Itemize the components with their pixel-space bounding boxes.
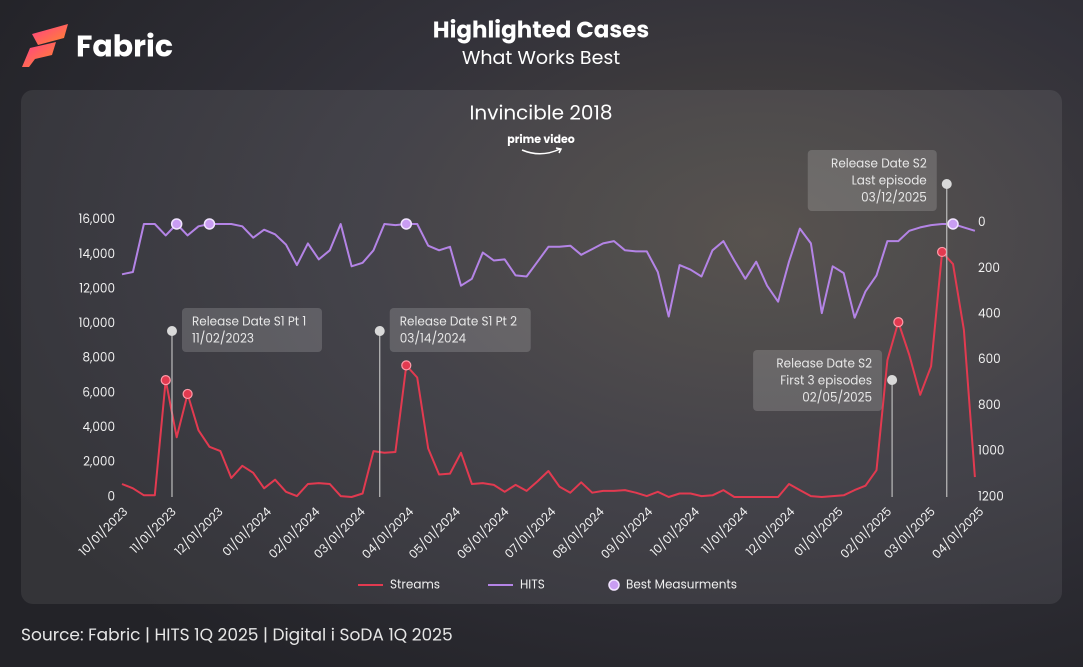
series-line xyxy=(121,251,976,498)
network-logo: prime video xyxy=(507,131,575,147)
annotation-text: Release Date S1 Pt 1 xyxy=(192,313,306,330)
logo-mark xyxy=(32,24,68,45)
legend-label: Streams xyxy=(390,576,440,593)
y-tick-label: 4,000 xyxy=(82,419,115,436)
annotation-box xyxy=(181,308,322,352)
annotation-text: First 3 episodes xyxy=(780,372,872,389)
annotation-dot xyxy=(887,375,898,385)
logo: Fabric xyxy=(22,24,173,67)
annotation-box xyxy=(389,308,531,352)
y2-tick-label: 600 xyxy=(978,351,1001,368)
legend-marker xyxy=(608,579,620,591)
brand: Fabric xyxy=(76,24,173,67)
y-tick-label: 14,000 xyxy=(79,246,115,263)
series-line xyxy=(121,223,976,319)
source: Source: Fabric | HITS 1Q 2025 | Digital … xyxy=(21,623,453,647)
annotation-dot xyxy=(374,326,385,336)
logo-mark xyxy=(22,42,56,67)
y2-tick-label: 800 xyxy=(978,397,1001,414)
annotation-date: 03/12/2025 xyxy=(861,189,927,206)
y-tick-label: 16,000 xyxy=(79,211,115,228)
page-subtitle: What Works Best xyxy=(462,44,620,71)
chart-title: Invincible 2018 xyxy=(470,98,613,126)
page-title: Highlighted Cases xyxy=(433,14,649,46)
highlight-point xyxy=(182,388,193,400)
annotation-date: 03/14/2024 xyxy=(400,330,467,347)
annotation-text: Release Date S1 Pt 2 xyxy=(400,313,517,330)
y-tick-label: 0 xyxy=(107,488,115,505)
y-tick-label: 12,000 xyxy=(79,280,115,297)
legend-label: Best Measurments xyxy=(626,576,737,593)
highlight-point xyxy=(401,360,412,371)
annotation-date: 02/05/2025 xyxy=(802,389,872,406)
annotation-box xyxy=(807,150,937,211)
best-marker xyxy=(203,218,216,230)
best-marker xyxy=(400,218,413,230)
annotation-date: 11/02/2023 xyxy=(192,330,254,347)
best-marker xyxy=(947,218,959,230)
y2-tick-label: 1000 xyxy=(978,443,1004,460)
legend-label: HITS xyxy=(520,576,545,593)
annotation-box xyxy=(753,350,883,411)
y-tick-label: 6,000 xyxy=(82,384,115,401)
y2-tick-label: 400 xyxy=(978,306,1001,323)
annotation-dot xyxy=(941,179,952,189)
highlight-point xyxy=(160,375,171,386)
y-tick-label: 10,000 xyxy=(79,315,115,332)
highlight-point xyxy=(893,316,904,328)
annotation-text: Release Date S2 xyxy=(831,155,927,172)
highlight-point xyxy=(936,246,948,258)
y-tick-label: 8,000 xyxy=(82,350,115,367)
annotation-text: Release Date S2 xyxy=(776,355,872,372)
y2-tick-label: 0 xyxy=(978,214,986,231)
network-smile xyxy=(521,147,563,155)
y2-tick-label: 1200 xyxy=(978,488,1004,505)
y-tick-label: 2,000 xyxy=(83,454,115,471)
annotation-dot xyxy=(166,326,177,336)
best-marker xyxy=(170,218,183,230)
chart-panel xyxy=(21,90,1062,604)
y2-tick-label: 200 xyxy=(978,260,1000,277)
annotation-text: Last episode xyxy=(852,172,927,189)
